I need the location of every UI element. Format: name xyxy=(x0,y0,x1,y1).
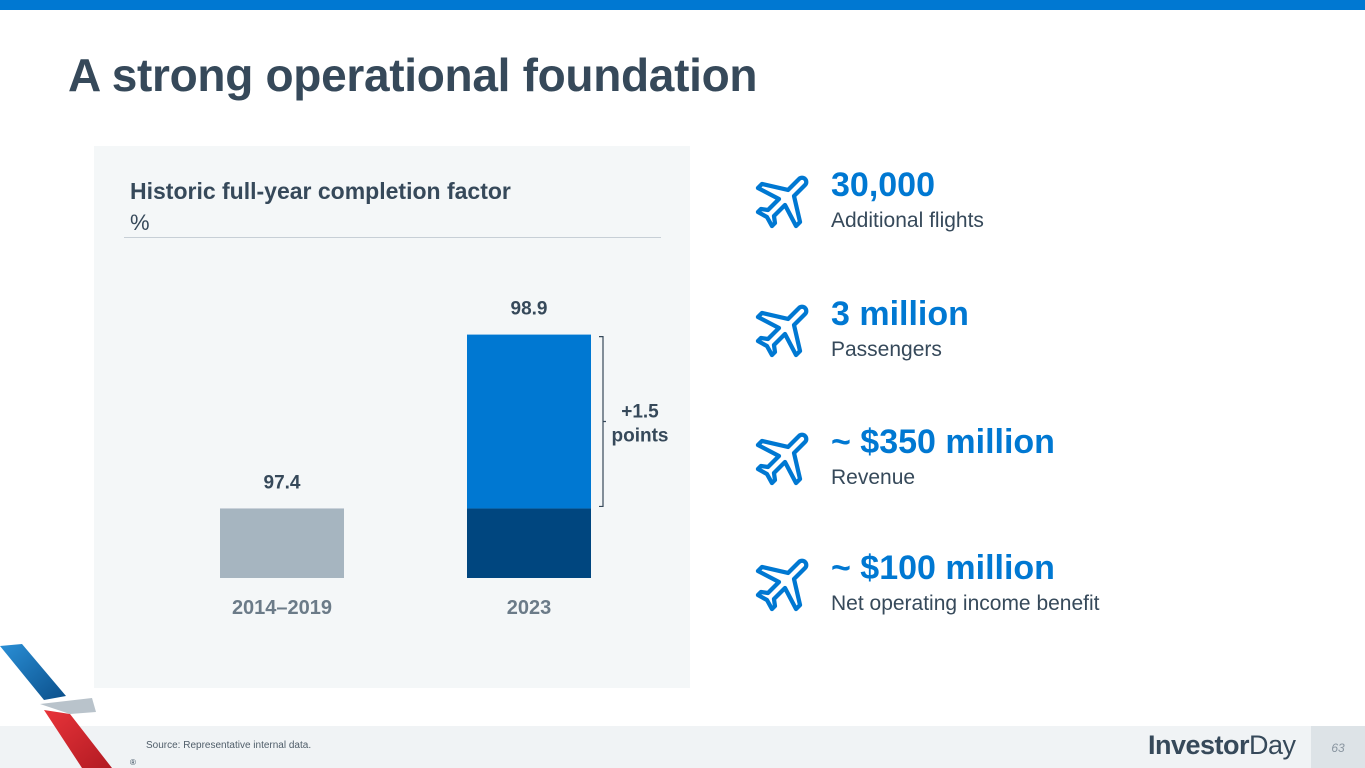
stat-value: 30,000 xyxy=(831,166,935,204)
bar-2014-2019 xyxy=(220,508,344,578)
top-accent-bar xyxy=(0,0,1365,10)
data-label-2014-2019: 97.4 xyxy=(264,472,301,493)
stat-item: ~ $100 million Net operating income bene… xyxy=(752,549,1272,629)
slide-title: A strong operational foundation xyxy=(68,49,758,101)
stat-label: Net operating income benefit xyxy=(831,592,1100,615)
page-number: 63 xyxy=(1331,741,1345,755)
source-note: Source: Representative internal data. xyxy=(146,740,312,751)
airplane-icon xyxy=(755,175,809,229)
stat-item: 3 million Passengers xyxy=(752,295,1272,375)
stat-label: Passengers xyxy=(831,338,942,361)
page-number-box: 63 xyxy=(1311,726,1365,768)
stat-item: 30,000 Additional flights xyxy=(752,166,1272,246)
x-tick-label: 2023 xyxy=(507,597,552,619)
data-label-2023: 98.9 xyxy=(511,299,548,320)
airplane-icon xyxy=(755,432,809,486)
chart-panel: Historic full-year completion factor % 9… xyxy=(94,146,690,688)
x-tick-label: 2014–2019 xyxy=(232,597,332,619)
bar-2023-gain xyxy=(467,334,591,509)
airplane-icon xyxy=(755,304,809,358)
brand-part-2: Day xyxy=(1249,730,1296,760)
airplane-icon xyxy=(755,558,809,612)
stat-label: Additional flights xyxy=(831,209,984,232)
chart-unit-label: % xyxy=(130,210,150,235)
delta-annotation-line2: points xyxy=(612,426,669,447)
footer-bar xyxy=(0,726,1365,768)
brand-part-1: Investor xyxy=(1148,730,1250,760)
investor-day-logo: InvestorDay xyxy=(1148,730,1296,761)
delta-annotation-line1: +1.5 xyxy=(621,402,659,423)
bar-chart: 97.4 98.9 2014–2019 2023 +1.5 points xyxy=(220,299,669,619)
registered-mark: ® xyxy=(130,758,136,767)
airline-logo xyxy=(0,644,112,768)
stat-value: ~ $350 million xyxy=(831,423,1055,461)
stat-value: 3 million xyxy=(831,295,969,333)
stat-label: Revenue xyxy=(831,466,916,489)
bar-2023-baseline xyxy=(467,508,591,578)
stat-value: ~ $100 million xyxy=(831,549,1055,587)
chart-title-divider xyxy=(124,237,661,238)
stat-item: ~ $350 million Revenue xyxy=(752,423,1272,503)
chart-title: Historic full-year completion factor xyxy=(130,178,511,204)
delta-bracket xyxy=(599,335,606,508)
